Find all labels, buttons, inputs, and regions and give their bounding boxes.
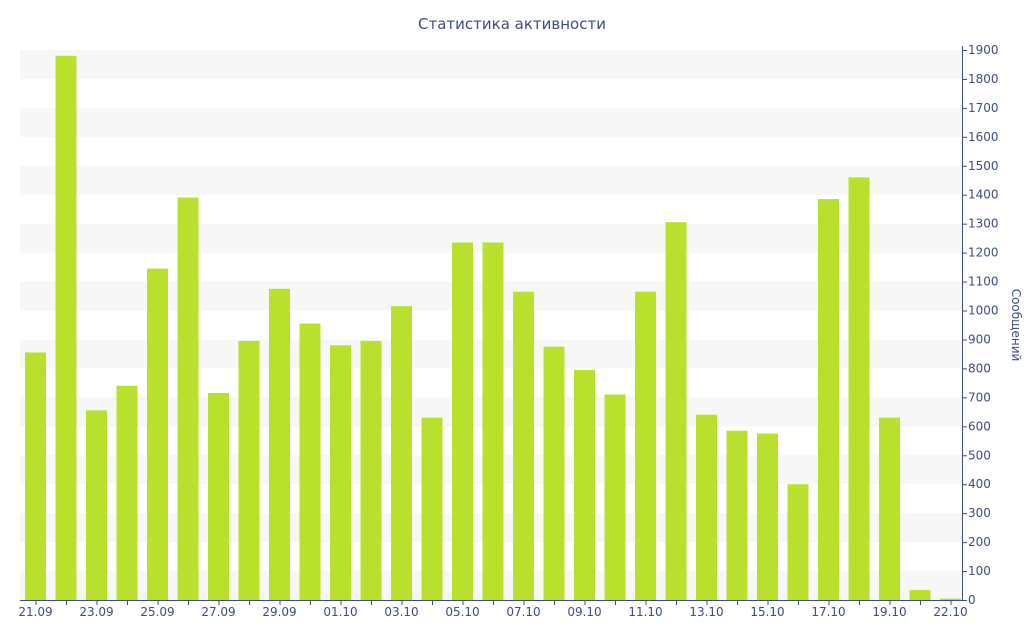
x-tick-label: 03.10: [384, 605, 418, 619]
y-tick-label: 1300: [968, 217, 999, 231]
x-tick-label: 07.10: [506, 605, 540, 619]
y-tick-label: 300: [968, 506, 991, 520]
y-tick-labels: 0 100 200 300 400 500 600 700 800 900 1000 1100 1200…: [962, 43, 999, 607]
bar-22.09: [55, 55, 77, 601]
bar-03.10: [391, 306, 412, 600]
y-tick-label: 500: [968, 448, 991, 462]
y-tick-label: 1700: [968, 101, 999, 115]
x-tick-label: 17.10: [811, 605, 845, 619]
x-tick-label: 19.10: [872, 605, 906, 619]
y-tick-label: 100: [968, 564, 991, 578]
chart-title: Статистика активности: [418, 15, 606, 33]
y-tick-label: 1200: [968, 246, 999, 260]
bar-24.09: [116, 385, 138, 600]
bar-30.09: [299, 323, 321, 600]
y-tick-label: 900: [968, 332, 991, 346]
x-tick-label: 27.09: [201, 605, 235, 619]
bar-08.10: [543, 346, 565, 600]
x-tick-label: 25.09: [140, 605, 174, 619]
y-tick-label: 1500: [968, 159, 999, 173]
x-tick-label: 05.10: [445, 605, 479, 619]
bar-15.10: [757, 433, 778, 600]
y-tick-label: 1000: [968, 304, 999, 318]
bars: [25, 55, 961, 601]
y-tick-label: 0: [968, 593, 976, 607]
bar-06.10: [482, 242, 504, 600]
y-tick-label: 1100: [968, 275, 999, 289]
bar-11.10: [635, 291, 656, 600]
y-tick-label: 1800: [968, 72, 999, 86]
grid-band: [20, 50, 962, 79]
bar-25.09: [147, 268, 168, 600]
axes: [20, 46, 963, 601]
x-tick-label: 15.10: [750, 605, 784, 619]
bar-12.10: [665, 222, 687, 600]
bar-04.10: [421, 417, 443, 600]
bar-21.09: [25, 352, 46, 600]
x-tick-label: 21.09: [18, 605, 52, 619]
bar-01.10: [330, 345, 351, 600]
bar-19.10: [879, 417, 900, 600]
bar-14.10: [726, 430, 748, 600]
bar-26.09: [177, 197, 199, 600]
y-tick-label: 600: [968, 419, 991, 433]
grid-band: [20, 165, 962, 195]
x-tick-label: 01.10: [323, 605, 357, 619]
y-tick-label: 400: [968, 477, 991, 491]
bar-05.10: [452, 242, 473, 600]
bar-07.10: [513, 291, 534, 600]
bar-27.09: [208, 393, 229, 600]
y-tick-label: 1600: [968, 130, 999, 144]
x-tick-label: 11.10: [628, 605, 662, 619]
grid-band: [20, 107, 962, 137]
bar-17.10: [818, 199, 839, 600]
x-tick-label: 29.09: [262, 605, 296, 619]
y-axis-label: Сообщений: [1009, 289, 1023, 362]
x-tick-label: 22.10: [933, 605, 967, 619]
y-tick-label: 1400: [968, 188, 999, 202]
bar-29.09: [269, 288, 290, 600]
bar-09.10: [574, 369, 595, 600]
bar-23.09: [86, 410, 107, 600]
y-tick-label: 200: [968, 535, 991, 549]
x-tick-label: 23.09: [79, 605, 113, 619]
x-tick-label: 09.10: [567, 605, 601, 619]
x-tick-labels: 21.09 23.09 25.09 27.09 29.09 01.10 03.10 05.10…: [18, 600, 968, 619]
y-tick-label: 1900: [968, 43, 999, 57]
bar-22.10: [940, 598, 961, 600]
bar-02.10: [360, 340, 382, 600]
bar-18.10: [848, 177, 870, 600]
bar-16.10: [787, 484, 809, 600]
y-tick-label: 700: [968, 390, 991, 404]
y-tick-label: 800: [968, 361, 991, 375]
bar-13.10: [696, 414, 717, 600]
bar-10.10: [604, 394, 626, 600]
x-tick-label: 13.10: [689, 605, 723, 619]
bar-20.10: [909, 589, 931, 600]
bar-28.09: [238, 340, 260, 600]
